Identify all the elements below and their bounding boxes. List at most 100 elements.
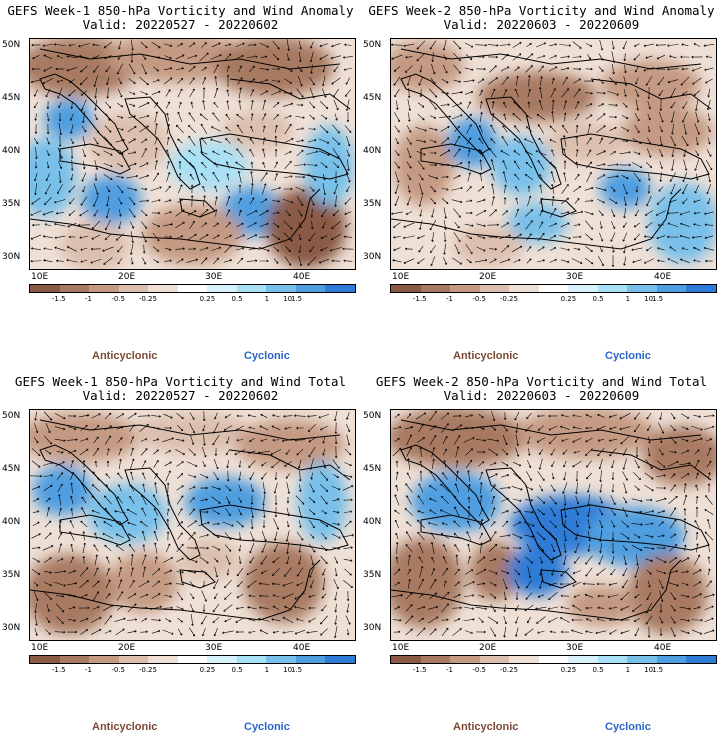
colorbar-swatch [295, 285, 326, 292]
colorbar-tick-label: 0.5 [231, 295, 243, 303]
latitude-label: 50N [363, 411, 382, 421]
colorbar-tick-label: -0.25 [499, 666, 518, 674]
colorbar-labels: -1.5 -1 -0.5 -0.25 0.25 0.5 1 1.5 10 [390, 666, 717, 676]
vorticity-region [453, 226, 524, 266]
vorticity-region [81, 175, 142, 225]
colorbar-swatch [207, 285, 237, 292]
colorbar [390, 655, 717, 664]
colorbar-swatch [538, 285, 569, 292]
colorbar-tick-label: 1 [264, 666, 270, 674]
vorticity-region [411, 472, 501, 532]
colorbar-swatch [420, 656, 451, 663]
vorticity-region [106, 39, 247, 83]
vorticity-region [297, 462, 348, 542]
legend-anticyclonic: Anticyclonic [453, 721, 519, 733]
vorticity-region [213, 39, 334, 97]
vorticity-region [470, 541, 520, 601]
latitude-label: 50N [363, 40, 382, 50]
colorbar-scale-mark: 10 [283, 666, 293, 674]
latitude-label: 35N [2, 199, 21, 209]
colorbar-swatch [236, 285, 267, 292]
longitude-label: 10E [392, 272, 410, 282]
vorticity-map [29, 38, 356, 270]
latitude-label: 35N [2, 570, 21, 580]
colorbar-swatch [450, 285, 480, 292]
vorticity-region [142, 204, 243, 265]
colorbar-swatch [148, 285, 178, 292]
colorbar-swatch [266, 656, 296, 663]
colorbar-tick-label: -1 [445, 666, 453, 674]
colorbar-tick-label: -0.5 [472, 295, 487, 303]
vorticity-region [622, 106, 713, 156]
colorbar [390, 284, 717, 293]
panel-title: GEFS Week-1 850-hPa Vorticity and Wind A… [7, 3, 354, 18]
panel-title: GEFS Week-2 850-hPa Vorticity and Wind A… [368, 3, 715, 18]
coastlines [30, 419, 351, 621]
colorbar-swatch [479, 285, 510, 292]
legend-cyclonic: Cyclonic [244, 721, 290, 733]
colorbar-swatch [479, 656, 510, 663]
colorbar-swatch [656, 285, 687, 292]
vorticity-region [243, 542, 324, 623]
vorticity-region [393, 125, 454, 206]
vorticity-region [30, 554, 114, 634]
colorbar-tick-label: -1.5 [51, 295, 66, 303]
colorbar-tick-label: -0.25 [138, 295, 157, 303]
colorbar-tick-label: -0.5 [472, 666, 487, 674]
vorticity-region [222, 111, 293, 151]
latitude-label: 35N [363, 570, 382, 580]
colorbar-scale-mark: 10 [644, 295, 654, 303]
colorbar-swatch [236, 656, 267, 663]
longitude-label: 30E [205, 272, 223, 282]
longitude-label: 40E [654, 272, 672, 282]
colorbar-tick-label: -0.25 [499, 295, 518, 303]
colorbar-tick-label: 1.5 [651, 295, 664, 303]
latitude-label: 40N [363, 146, 382, 156]
colorbar-swatch [597, 656, 628, 663]
latitude-label: 40N [363, 517, 382, 527]
longitude-label: 10E [31, 272, 49, 282]
colorbar-scale-mark: 10 [283, 295, 293, 303]
longitude-label: 10E [392, 643, 410, 653]
vorticity-region [266, 187, 347, 268]
vorticity-region [491, 135, 551, 196]
vorticity-region [627, 554, 708, 634]
colorbar-tick-label: -1 [84, 666, 92, 674]
latitude-label: 30N [2, 623, 21, 633]
latitude-label: 45N [363, 464, 382, 474]
latitude-label: 40N [2, 517, 21, 527]
panel-valid-dates: Valid: 20220527 - 20220602 [82, 388, 279, 403]
vorticity-region [516, 410, 656, 458]
coastlines [391, 48, 712, 250]
latitude-label: 40N [2, 146, 21, 156]
colorbar-swatch [391, 656, 421, 663]
legend-cyclonic: Cyclonic [605, 350, 651, 362]
colorbar-tick-label: 0.5 [592, 295, 604, 303]
longitude-label: 20E [479, 272, 497, 282]
vorticity-map [29, 409, 356, 641]
vorticity-region [30, 137, 77, 217]
colorbar-swatch [177, 656, 208, 663]
vorticity-region [507, 203, 568, 243]
vorticity-map [390, 409, 717, 641]
longitude-label: 40E [293, 643, 311, 653]
colorbar-swatch [148, 656, 178, 663]
colorbar-tick-label: 1.5 [290, 295, 303, 303]
panel-week2-anomaly: GEFS Week-2 850-hPa Vorticity and Wind A… [361, 0, 722, 371]
colorbar-swatch [597, 285, 628, 292]
colorbar-tick-label: -0.5 [111, 295, 126, 303]
colorbar-tick-label: 0.5 [592, 666, 604, 674]
latitude-label: 45N [2, 464, 21, 474]
longitude-label: 30E [205, 643, 223, 653]
colorbar-swatch [59, 285, 90, 292]
colorbar-tick-label: 0.25 [560, 666, 577, 674]
vorticity-region [168, 140, 249, 191]
coastlines [30, 48, 351, 250]
vorticity-region [447, 117, 498, 168]
colorbar-swatch [207, 656, 237, 663]
vorticity-region [477, 71, 598, 122]
colorbar-tick-label: 1.5 [651, 666, 664, 674]
colorbar-labels: -1.5 -1 -0.5 -0.25 0.25 0.5 1 1.5 10 [29, 666, 356, 676]
latitude-label: 30N [2, 252, 21, 262]
colorbar-tick-label: 0.5 [231, 666, 243, 674]
